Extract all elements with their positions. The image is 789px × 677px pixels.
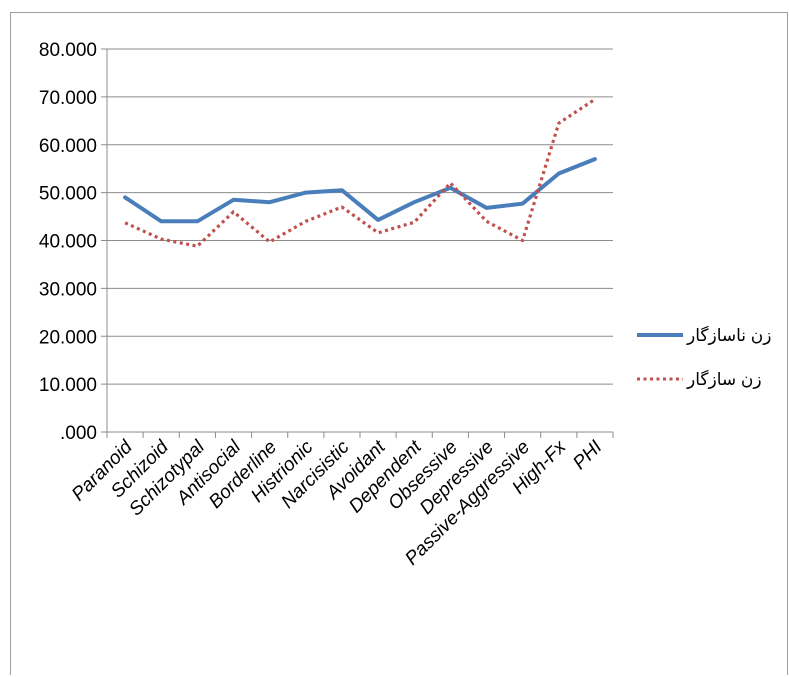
x-tick-label: PHI: [569, 436, 607, 474]
y-tick-label: 40.000: [39, 232, 97, 253]
series-line-2: [124, 97, 596, 248]
legend-label: زن سازگار: [686, 369, 762, 389]
y-tick-label: .000: [60, 423, 97, 444]
chart-area: .000 10.000 20.000 30.000 40.000 50.000 60.000…: [10, 12, 788, 675]
line-chart: .000 10.000 20.000 30.000 40.000 50.000 60.000…: [39, 40, 772, 570]
y-tick-label: 50.000: [39, 184, 97, 205]
legend-label: زن ناسازگار: [686, 325, 771, 345]
y-tick-label: 10.000: [39, 375, 97, 396]
y-tick-label: 30.000: [39, 279, 97, 300]
y-tick-label: 60.000: [39, 136, 97, 157]
y-tick-label: 80.000: [39, 40, 97, 61]
series-line-1: [123, 157, 597, 224]
y-tick-label: 70.000: [39, 88, 97, 109]
y-tick-label: 20.000: [39, 327, 97, 348]
